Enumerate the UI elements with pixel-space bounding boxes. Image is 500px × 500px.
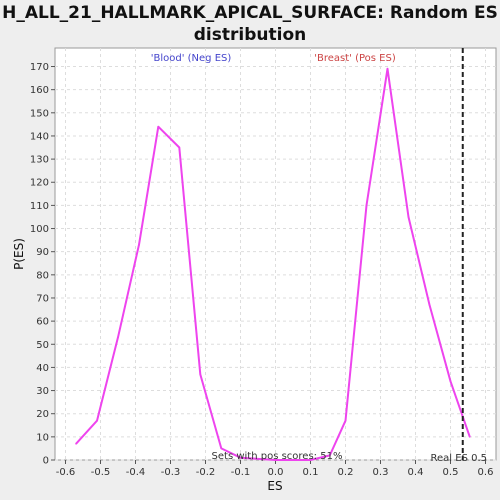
- axis-ticks: -0.6 -0.5 -0.4 -0.3 -0.2 -0.1 0.0 0.1 0.2 0.3 0.4 0…: [30, 62, 494, 478]
- data-point: [274, 459, 277, 461]
- x-tick-label: -0.5: [91, 467, 111, 478]
- data-point: [309, 459, 312, 461]
- data-point: [328, 454, 331, 457]
- x-tick-label: -0.1: [231, 467, 251, 478]
- data-point: [386, 68, 389, 70]
- data-point: [428, 304, 431, 306]
- y-tick-label: 170: [30, 62, 49, 73]
- y-tick-label: 10: [36, 432, 49, 443]
- y-tick-label: 160: [30, 85, 49, 96]
- data-point: [407, 216, 410, 218]
- y-tick-label: 50: [36, 340, 49, 351]
- y-tick-label: 130: [30, 155, 49, 166]
- data-point: [365, 204, 368, 207]
- y-tick-label: 20: [36, 409, 49, 420]
- neg-es-label: 'Blood' (Neg ES): [151, 53, 232, 64]
- y-tick-label: 80: [36, 270, 49, 281]
- chart-title-line-2: distribution: [193, 25, 307, 45]
- x-tick-label: -0.2: [196, 467, 216, 478]
- y-tick-label: 40: [36, 363, 49, 374]
- sets-pos-text: Sets with pos scores: 51%: [212, 451, 343, 462]
- x-axis-title: ES: [267, 479, 282, 493]
- data-point: [178, 146, 181, 149]
- data-point: [96, 419, 98, 422]
- x-tick-label: -0.6: [56, 467, 76, 478]
- real-es-text: Real ES 0.5: [431, 453, 487, 464]
- x-tick-label: -0.3: [161, 467, 181, 478]
- y-tick-label: 0: [43, 456, 49, 467]
- data-point: [449, 380, 452, 383]
- y-tick-label: 150: [30, 108, 49, 119]
- x-tick-label: 0.0: [268, 467, 284, 478]
- x-tick-label: 0.6: [478, 467, 494, 478]
- data-point: [75, 442, 77, 445]
- x-tick-label: 0.3: [373, 467, 389, 478]
- y-tick-label: 90: [36, 247, 49, 258]
- data-point: [239, 456, 242, 459]
- y-tick-label: 120: [30, 178, 49, 189]
- x-tick-label: 0.1: [303, 467, 319, 478]
- y-tick-label: 70: [36, 293, 49, 304]
- data-point: [157, 125, 160, 128]
- data-point: [138, 243, 140, 246]
- y-tick-label: 100: [30, 224, 49, 235]
- chart-title-line-1: H_ALL_21_HALLMARK_APICAL_SURFACE: Random…: [2, 3, 498, 23]
- series-layer: [75, 67, 471, 461]
- x-tick-label: -0.4: [126, 467, 146, 478]
- x-tick-label: 0.2: [338, 467, 354, 478]
- y-tick-label: 110: [30, 201, 49, 212]
- chart-title: H_ALL_21_HALLMARK_APICAL_SURFACE: Random…: [0, 2, 500, 46]
- y-axis-title: P(ES): [12, 238, 26, 270]
- y-tick-label: 30: [36, 386, 49, 397]
- data-point: [117, 336, 119, 339]
- data-point: [220, 447, 223, 450]
- y-tick-label: 140: [30, 131, 49, 142]
- x-tick-label: 0.4: [408, 467, 424, 478]
- data-point: [199, 373, 202, 376]
- pos-es-label: 'Breast' (Pos ES): [314, 53, 396, 64]
- y-tick-label: 60: [36, 317, 49, 328]
- data-point: [344, 419, 347, 422]
- data-point: [468, 436, 471, 438]
- x-tick-label: 0.5: [443, 467, 459, 478]
